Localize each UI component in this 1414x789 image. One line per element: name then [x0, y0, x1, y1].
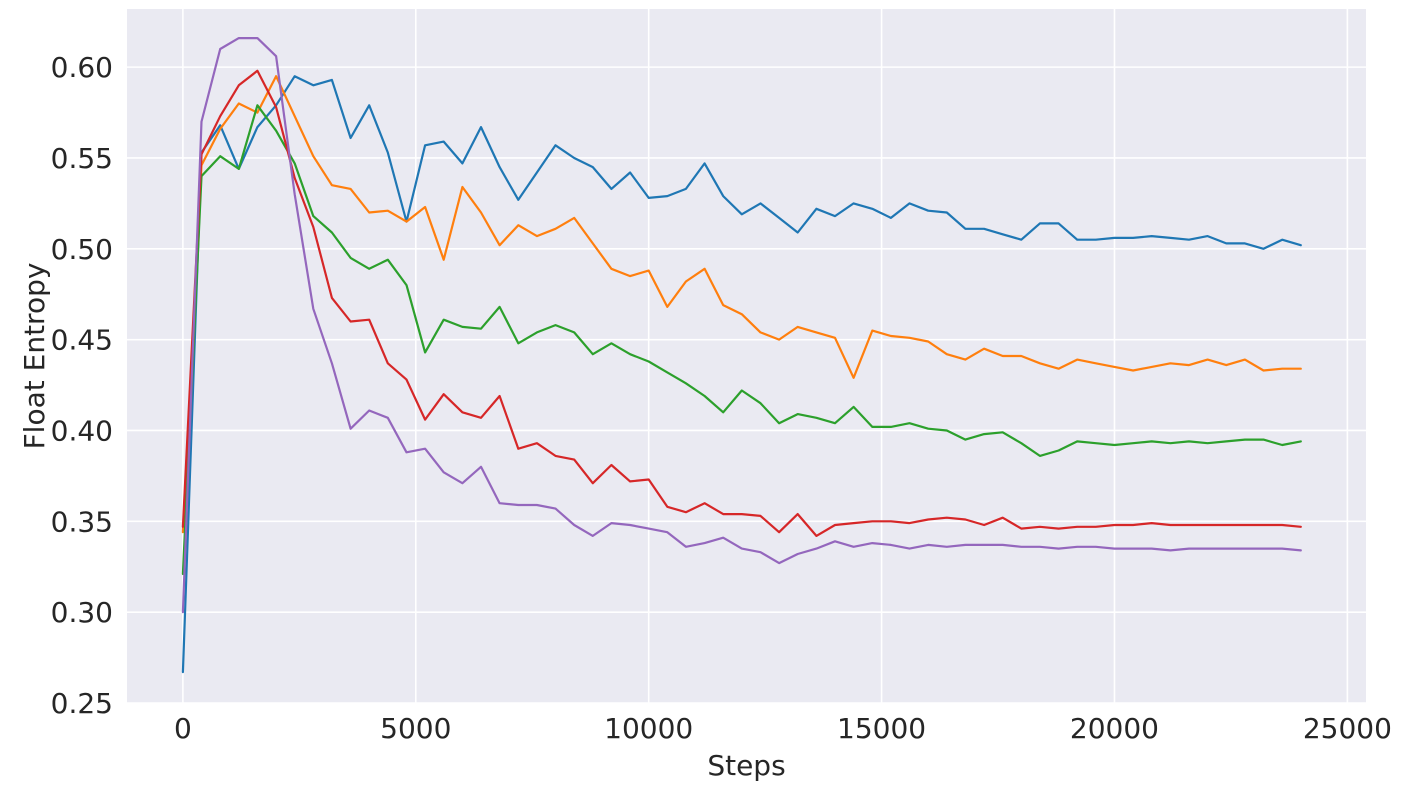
series-lines: [181, 36, 1302, 674]
y-axis-label: Float Entropy: [18, 263, 51, 450]
y-tick-label: 0.40: [51, 414, 113, 447]
y-tick-label: 0.45: [51, 324, 113, 357]
plot-area: [127, 9, 1366, 703]
y-tick-labels: 0.25 0.30 0.35 0.40 0.45 0.50 0.55 0.60: [51, 51, 113, 720]
y-tick-label: 0.60: [51, 51, 113, 84]
y-tick-label: 0.25: [51, 687, 113, 720]
series-line-4: [181, 69, 1302, 538]
y-tick-label: 0.55: [51, 142, 113, 175]
x-tick-label: 5000: [380, 712, 451, 745]
series-line-5: [181, 36, 1302, 614]
y-tick-label: 0.30: [51, 596, 113, 629]
x-tick-label: 25000: [1303, 712, 1392, 745]
series-line-2: [181, 75, 1302, 534]
x-tick-label: 0: [174, 712, 192, 745]
x-tick-label: 10000: [604, 712, 693, 745]
x-tick-labels: 0 5000 10000 15000 20000 25000: [174, 712, 1392, 745]
y-tick-label: 0.35: [51, 505, 113, 538]
x-tick-label: 20000: [1070, 712, 1159, 745]
gridlines: [127, 9, 1366, 704]
series-line-3: [181, 104, 1302, 576]
x-tick-label: 15000: [837, 712, 926, 745]
series-line-1: [181, 75, 1302, 674]
y-tick-label: 0.50: [51, 233, 113, 266]
x-axis-label: Steps: [707, 749, 785, 782]
